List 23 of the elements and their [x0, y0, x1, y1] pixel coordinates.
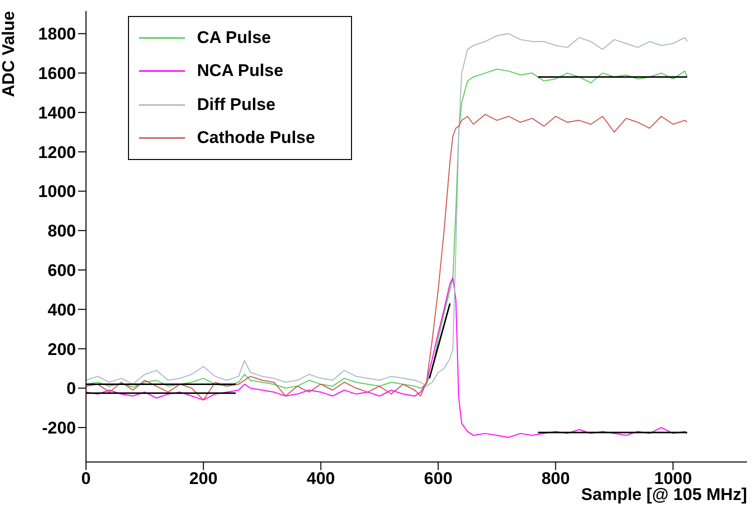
- y-tick-label: 200: [48, 340, 76, 359]
- y-tick-label: 600: [48, 261, 76, 280]
- y-tick-label: 1400: [38, 103, 76, 122]
- y-axis-title: ADC Value: [0, 11, 18, 97]
- legend-label: Diff Pulse: [197, 94, 276, 115]
- legend-label: Cathode Pulse: [197, 128, 316, 148]
- y-tick-label: 800: [48, 222, 76, 241]
- x-tick-label: 600: [424, 469, 452, 488]
- legend-label: NCA Pulse: [197, 61, 284, 82]
- x-tick-label: 0: [81, 469, 91, 488]
- y-tick-label: 400: [48, 300, 76, 320]
- y-tick-label: 0: [66, 379, 76, 398]
- x-tick-label: 400: [306, 469, 335, 488]
- x-tick-label: 200: [189, 469, 218, 488]
- y-tick-label: -200: [42, 418, 76, 438]
- x-tick-label: 800: [541, 469, 570, 488]
- legend-label: CA Pulse: [197, 28, 272, 48]
- y-tick-label: 1000: [38, 182, 76, 202]
- y-tick-label: 1800: [38, 24, 76, 44]
- line-series: [86, 277, 688, 438]
- line-series: [86, 114, 688, 400]
- y-tick-label: 1200: [38, 142, 76, 162]
- y-tick-label: 1600: [38, 64, 76, 84]
